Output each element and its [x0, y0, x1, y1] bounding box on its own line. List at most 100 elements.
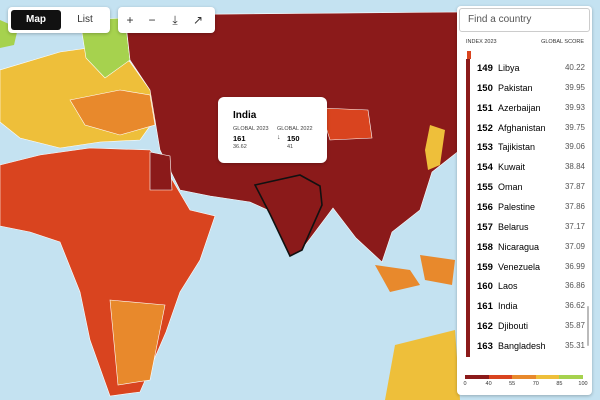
legend-swatch	[512, 375, 536, 379]
global-score: 37.86	[564, 202, 585, 212]
country-name: Nicaragua	[498, 241, 540, 252]
score-color-bar	[466, 118, 470, 139]
country-name: Venezuela	[498, 261, 541, 272]
india	[253, 174, 323, 258]
indonesia	[375, 255, 455, 292]
legend-swatch	[559, 375, 583, 379]
scandinavia	[79, 17, 131, 79]
rank: 152	[477, 122, 493, 134]
rank: 150	[477, 82, 493, 94]
zoom-out-button[interactable]: −	[148, 13, 156, 27]
ranking-row[interactable]: 159 Venezuela 36.99	[465, 257, 585, 278]
rank: 156	[477, 202, 493, 214]
previous-rank: 150	[287, 134, 300, 143]
country-name: India	[498, 301, 518, 312]
scrollbar	[587, 306, 589, 346]
previous-label: GLOBAL 2022	[277, 126, 313, 132]
country-name: Tajikistan	[498, 142, 536, 153]
legend-swatch	[535, 375, 560, 379]
legend-swatch	[465, 375, 489, 379]
global-score: 37.17	[564, 221, 585, 231]
current-score: 36.62	[233, 144, 247, 150]
score-color-bar	[466, 297, 470, 318]
score-color-bar	[466, 158, 470, 179]
ranking-row[interactable]: 152 Afghanistan 39.75	[465, 118, 585, 139]
map-tools: + − ⤓ ↗	[118, 7, 215, 33]
current-rank: 161	[233, 134, 246, 143]
country-name: Laos	[498, 281, 518, 292]
ranking-row[interactable]: 160 Laos 36.86	[465, 277, 585, 298]
score-color-bar	[466, 277, 470, 298]
country-name: Afghanistan	[498, 122, 546, 133]
legend-label: 55	[509, 381, 516, 387]
rank: 157	[477, 221, 493, 233]
legend-swatch	[488, 375, 513, 379]
ranking-row[interactable]: 155 Oman 37.87	[465, 178, 585, 199]
ranking-row[interactable]: 157 Belarus 37.17	[465, 217, 585, 238]
legend-label: 40	[485, 381, 492, 387]
legend-label: 85	[556, 381, 563, 387]
global-score: 36.62	[564, 301, 585, 311]
previous-score: 41	[287, 144, 294, 150]
score-color-bar	[466, 257, 470, 278]
ranking-row[interactable]: 153 Tajikistan 39.06	[465, 138, 585, 159]
score-header: GLOBAL SCORE	[541, 39, 584, 45]
map-tab[interactable]: Map	[11, 10, 61, 30]
country-name: Palestine	[498, 202, 536, 213]
global-score: 35.31	[564, 341, 585, 351]
legend-label: 0	[463, 381, 467, 387]
zoom-in-button[interactable]: +	[126, 13, 134, 27]
global-score: 36.99	[564, 261, 585, 271]
global-score: 39.75	[564, 122, 585, 132]
country-name: Bangladesh	[498, 341, 546, 352]
rank: 151	[477, 102, 493, 114]
ranking-row[interactable]: 154 Kuwait 38.84	[465, 158, 585, 179]
ranking-row[interactable]: 163 Bangladesh 35.31	[465, 337, 585, 358]
ranking-row[interactable]: 150 Pakistan 39.95	[465, 78, 585, 99]
ranking-row[interactable]: 158 Nicaragua 37.09	[465, 237, 585, 258]
search-placeholder: Find a country	[468, 14, 532, 25]
country-name: Azerbaijan	[498, 102, 541, 113]
share-button[interactable]: ↗	[192, 13, 204, 27]
score-color-bar	[466, 138, 470, 159]
country-name: Kuwait	[498, 162, 526, 173]
africa	[0, 147, 216, 397]
global-score: 38.84	[564, 162, 585, 172]
global-score: 35.87	[564, 321, 585, 331]
legend-label: 100	[578, 381, 588, 387]
score-color-bar	[466, 337, 470, 358]
rank: 153	[477, 142, 493, 154]
score-color-bar	[466, 198, 470, 219]
score-color-bar	[466, 217, 470, 238]
country-name: Belarus	[498, 221, 529, 232]
ranking-row[interactable]: 149 Libya 40.22	[465, 59, 585, 79]
global-score: 39.06	[564, 142, 585, 152]
search-box[interactable]: Find a country	[459, 8, 590, 32]
rank: 162	[477, 321, 493, 333]
score-color-bar	[466, 237, 470, 258]
country-name: Oman	[498, 182, 523, 193]
score-color-bar	[466, 178, 470, 199]
ranking-row[interactable]: 161 India 36.62	[465, 297, 585, 318]
rank: 161	[477, 301, 493, 313]
ranking-row[interactable]: 151 Azerbaijan 39.93	[465, 98, 585, 119]
global-score: 39.95	[564, 82, 585, 92]
tooltip-country: India	[233, 110, 257, 121]
trend-icon: ↓	[277, 134, 281, 141]
japan	[425, 125, 445, 170]
egypt	[149, 151, 173, 191]
country-name: Libya	[498, 63, 520, 73]
current-label: GLOBAL 2023	[233, 126, 269, 132]
ranking-row[interactable]: 162 Djibouti 35.87	[465, 317, 585, 338]
download-button[interactable]: ⤓	[172, 13, 178, 27]
score-color-bar	[466, 59, 470, 79]
global-score: 36.86	[564, 281, 585, 291]
ranking-row[interactable]: 156 Palestine 37.86	[465, 198, 585, 219]
rank: 154	[477, 162, 493, 174]
australia	[385, 330, 460, 400]
list-tab[interactable]: List	[77, 14, 93, 25]
europe-east	[69, 89, 156, 136]
country-tooltip: India GLOBAL 2023 161 36.62 GLOBAL 2022 …	[218, 97, 327, 163]
country-name: Pakistan	[498, 82, 533, 93]
